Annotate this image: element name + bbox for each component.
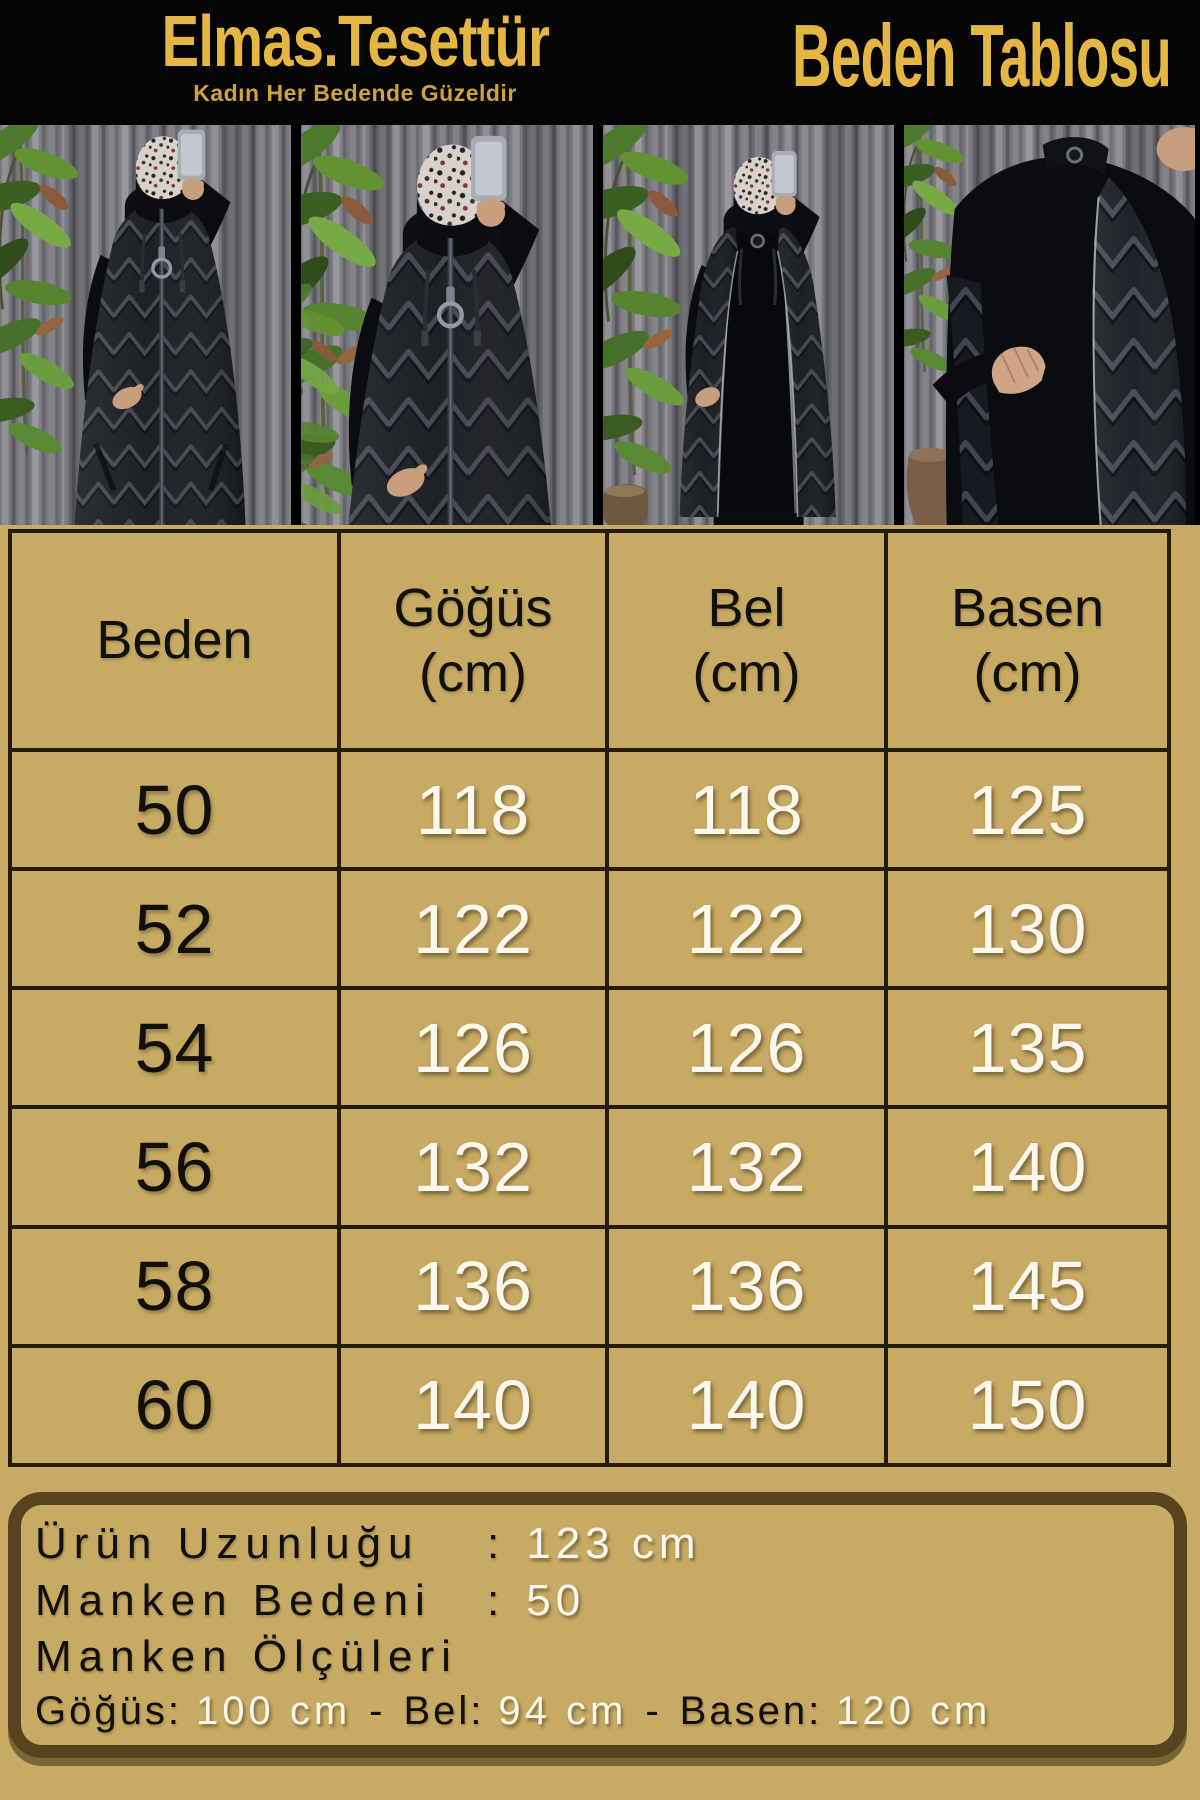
table-row: 54 126 126 135 [8,986,1171,1110]
basen-cell: 140 [884,1105,1171,1229]
size-cell: 52 [8,867,341,991]
detail-row-model-measurements-title: Manken Ölçüleri [35,1632,1156,1683]
page-title: Beden Tablosu [676,4,1172,108]
size-cell: 50 [8,747,341,872]
product-photo-closeup-zipped [301,125,593,525]
size-table-header-beden: Beden [8,529,341,752]
product-photo-3-image [602,125,894,525]
detail-label: Ürün Uzunluğu [35,1519,420,1568]
gogus-cell: 140 [337,1343,609,1468]
size-table-header-bel: Bel (cm) [605,529,888,752]
brand-block: Elmas.Tesettür Kadın Her Bedende Güzeldi… [105,2,605,107]
basen-cell: 145 [884,1224,1171,1348]
detail-label: Manken Bedeni [35,1575,432,1625]
detail-label: Manken Ölçüleri [35,1632,458,1682]
product-photo-open-fullbody [602,125,894,525]
gogus-cell: 122 [337,867,609,991]
basen-cell: 125 [884,747,1171,872]
detail-value: 123 cm [526,1519,701,1568]
size-table-header-basen: Basen (cm) [884,529,1171,752]
detail-row-model-size: Manken Bedeni : 50 [35,1576,1156,1627]
basen-cell: 130 [884,867,1171,991]
gogus-cell: 136 [337,1224,609,1348]
measurement-label-basen: Basen: [679,1688,823,1733]
size-table-section: Beden Göğüs (cm) Bel (cm) Basen (cm) 50 118… [8,529,1171,1468]
size-table-header-gogus: Göğüs (cm) [337,529,609,752]
product-photo-1-image [0,125,292,525]
size-cell: 56 [8,1105,341,1229]
gogus-cell: 132 [337,1105,609,1229]
product-photo-front-zipped [0,125,292,525]
table-row: 58 136 136 145 [8,1224,1171,1348]
detail-colon: : [487,1575,507,1625]
bel-cell: 126 [605,986,888,1110]
product-photo-strip [0,125,1200,525]
detail-value: 50 [526,1575,586,1625]
measurement-separator: - [369,1688,386,1733]
size-cell: 54 [8,986,341,1110]
size-table-header-row: Beden Göğüs (cm) Bel (cm) Basen (cm) [8,529,1171,752]
measurement-label-gogus: Göğüs: [35,1688,182,1733]
size-table: Beden Göğüs (cm) Bel (cm) Basen (cm) 50 118… [8,529,1171,1468]
product-details-box: Ürün Uzunluğu : 123 cm Manken Bedeni : 5… [8,1492,1187,1758]
basen-cell: 150 [884,1343,1171,1468]
bel-cell: 136 [605,1224,888,1348]
brand-tagline: Kadın Her Bedende Güzeldir [193,80,517,107]
header-bar: Elmas.Tesettür Kadın Her Bedende Güzeldi… [0,0,1200,125]
measurement-value-basen: 120 cm [836,1688,992,1733]
bel-cell: 118 [605,747,888,872]
size-cell: 60 [8,1343,341,1468]
detail-row-product-length: Ürün Uzunluğu : 123 cm [35,1519,1156,1570]
detail-colon: : [487,1519,507,1568]
table-row: 52 122 122 130 [8,867,1171,991]
page-title-text: Beden Tablosu [792,6,1172,105]
table-row: 60 140 140 150 [8,1343,1171,1468]
basen-cell: 135 [884,986,1171,1110]
product-photo-2-image [301,125,593,525]
measurement-separator: - [645,1688,662,1733]
measurement-label-bel: Bel: [403,1688,485,1733]
measurement-value-gogus: 100 cm [195,1688,352,1733]
size-cell: 58 [8,1224,341,1348]
product-photo-4-image [903,125,1195,525]
brand-name: Elmas.Tesettür [161,2,549,82]
gogus-cell: 118 [337,747,609,872]
bel-cell: 132 [605,1105,888,1229]
bel-cell: 122 [605,867,888,991]
bel-cell: 140 [605,1343,888,1468]
table-row: 50 118 118 125 [8,747,1171,872]
detail-row-model-measurements: Göğüs: 100 cm - Bel: 94 cm - Basen: 120 … [35,1689,1156,1733]
product-photo-open-closeup [903,125,1195,525]
measurement-value-bel: 94 cm [498,1688,628,1733]
table-row: 56 132 132 140 [8,1105,1171,1229]
gogus-cell: 126 [337,986,609,1110]
